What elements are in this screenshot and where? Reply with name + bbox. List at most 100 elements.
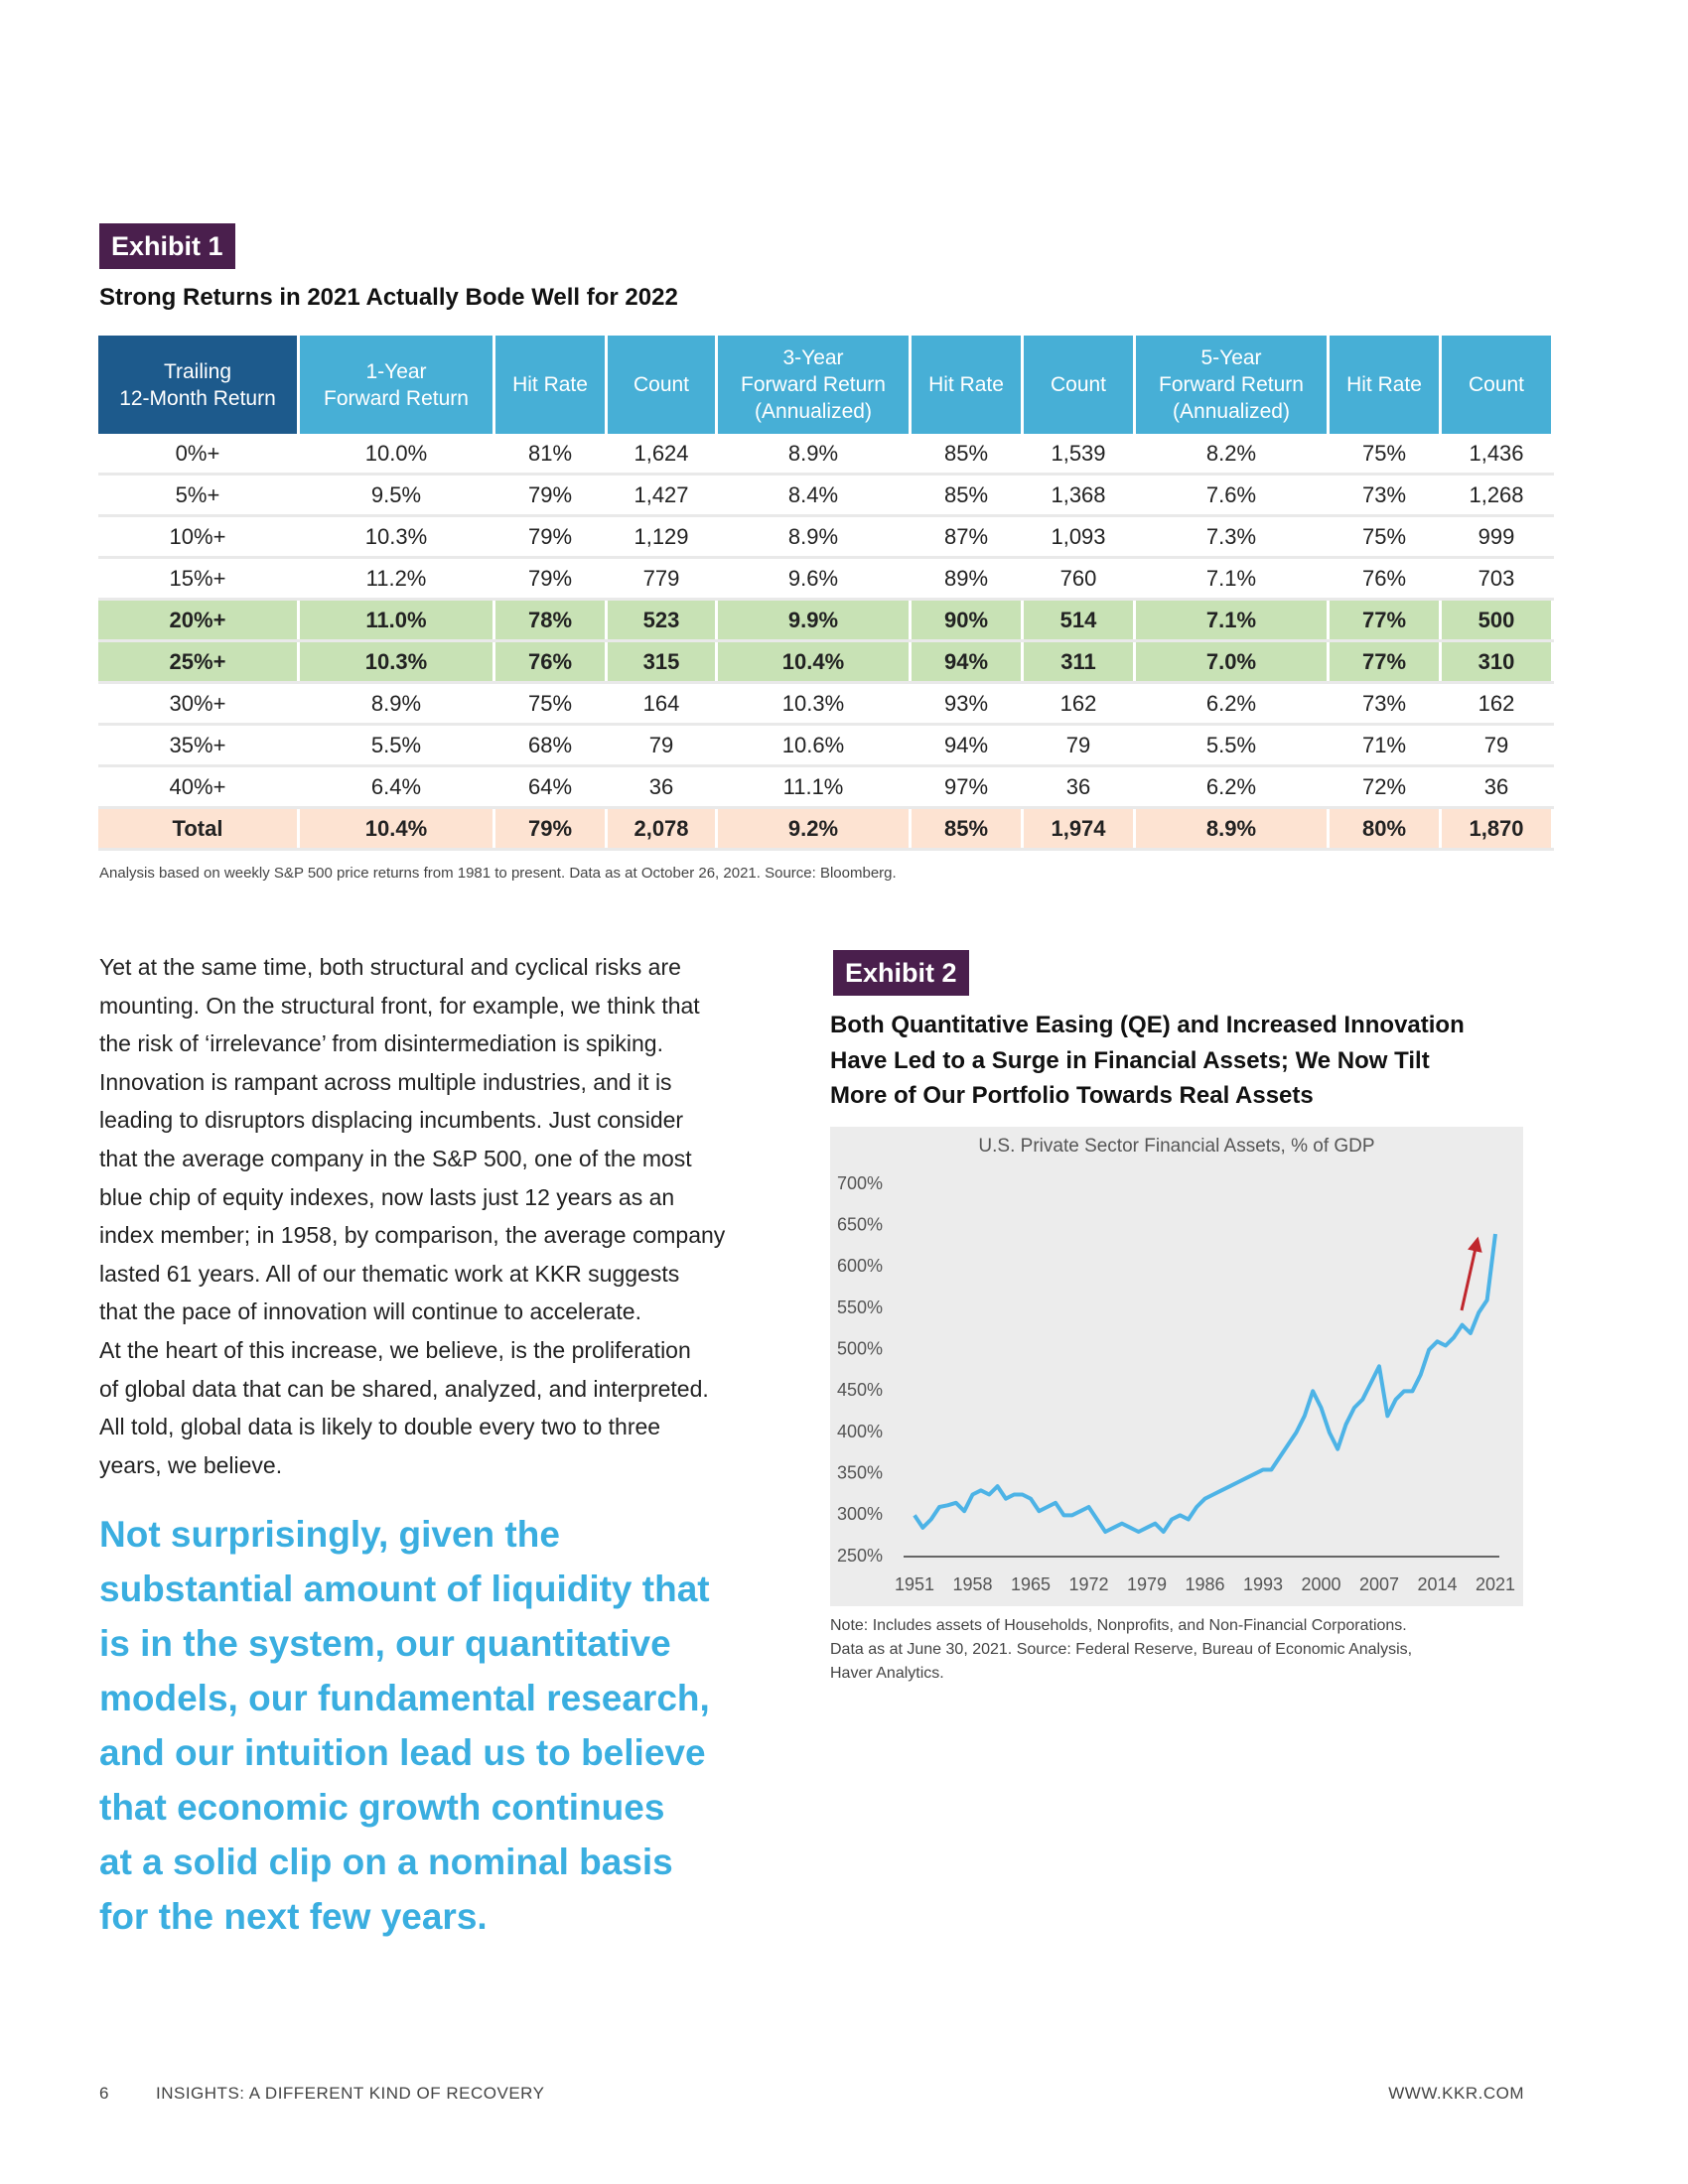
table-cell: 77% xyxy=(1328,599,1442,642)
table-cell: 15%+ xyxy=(98,557,300,601)
y-tick-label: 300% xyxy=(837,1504,883,1524)
note-line: Note: Includes assets of Households, Non… xyxy=(830,1617,1407,1634)
table-cell: 79% xyxy=(493,807,608,851)
table-cell: 80% xyxy=(1328,807,1442,851)
table-cell: 9.5% xyxy=(298,474,495,517)
exhibit-title: Both Quantitative Easing (QE) and Increa… xyxy=(830,1008,1465,1114)
table-cell: 8.9% xyxy=(716,515,912,559)
y-tick-label: 550% xyxy=(837,1297,883,1317)
chart-title: U.S. Private Sector Financial Assets, % … xyxy=(978,1136,1374,1157)
exhibit-title-line: More of Our Portfolio Towards Real Asset… xyxy=(830,1082,1314,1109)
table-cell: 72% xyxy=(1328,765,1442,809)
table-cell: 30%+ xyxy=(98,682,300,726)
table-cell: 90% xyxy=(910,599,1024,642)
table-cell: 1,268 xyxy=(1440,474,1554,517)
table-cell: 89% xyxy=(910,557,1024,601)
table-cell: 5%+ xyxy=(98,474,300,517)
table-row: 10%+ 10.3% 79% 1,129 8.9% 87% 1,093 7.3% 75% 999 xyxy=(98,515,1554,559)
pull-quote-line: is in the system, our quantitative xyxy=(99,1623,671,1664)
header-line: Hit Rate xyxy=(1346,373,1422,396)
table-cell: 77% xyxy=(1328,640,1442,684)
table-cell: 9.2% xyxy=(716,807,912,851)
y-tick-label: 500% xyxy=(837,1338,883,1358)
table-cell: 10.0% xyxy=(298,434,495,476)
table-cell: 164 xyxy=(606,682,718,726)
table-cell: 36 xyxy=(1022,765,1136,809)
table-cell: 85% xyxy=(910,807,1024,851)
table-cell: 68% xyxy=(493,724,608,767)
table-cell: 514 xyxy=(1022,599,1136,642)
header-line: Forward Return xyxy=(324,386,469,410)
table-cell: 94% xyxy=(910,640,1024,684)
pull-quote-line: for the next few years. xyxy=(99,1896,488,1937)
data-line xyxy=(913,1233,1497,1534)
footer-url: WWW.KKR.COM xyxy=(1388,2084,1524,2103)
column-header: 5-Year Forward Return (Annualized) xyxy=(1134,336,1330,434)
table-cell: 6.4% xyxy=(298,765,495,809)
x-tick-label: 2014 xyxy=(1417,1574,1457,1594)
table-cell: 79% xyxy=(493,474,608,517)
table-cell: 7.1% xyxy=(1134,599,1330,642)
table-cell: 36 xyxy=(1440,765,1554,809)
table-cell: 10%+ xyxy=(98,515,300,559)
x-tick-label: 1979 xyxy=(1127,1574,1167,1594)
body-line: of global data that can be shared, analy… xyxy=(99,1375,709,1402)
pull-quote-line: at a solid clip on a nominal basis xyxy=(99,1842,673,1882)
table-row: 40%+ 6.4% 64% 36 11.1% 97% 36 6.2% 72% 36 xyxy=(98,765,1554,809)
exhibit-title: Strong Returns in 2021 Actually Bode Wel… xyxy=(99,284,678,311)
table-cell: 0%+ xyxy=(98,434,300,476)
table-cell: 73% xyxy=(1328,474,1442,517)
x-tick-label: 1958 xyxy=(952,1574,992,1594)
column-header: Trailing 12-Month Return xyxy=(98,336,300,434)
pull-quote-line: models, our fundamental research, xyxy=(99,1678,710,1718)
column-header: 1-Year Forward Return xyxy=(298,336,495,434)
chart-background xyxy=(830,1127,1523,1606)
table-cell: 6.2% xyxy=(1134,765,1330,809)
table-cell: 71% xyxy=(1328,724,1442,767)
header-line: 3-Year xyxy=(782,346,844,369)
x-tick-label: 1972 xyxy=(1068,1574,1108,1594)
header-line: (Annualized) xyxy=(755,400,872,423)
footer-title: INSIGHTS: A DIFFERENT KIND OF RECOVERY xyxy=(156,2084,545,2103)
note-line: Data as at June 30, 2021. Source: Federa… xyxy=(830,1641,1413,1658)
x-tick-label: 1986 xyxy=(1185,1574,1224,1594)
header-line: 5-Year xyxy=(1200,346,1262,369)
table-cell: 2,078 xyxy=(606,807,718,851)
table-note: Analysis based on weekly S&P 500 price r… xyxy=(99,865,897,882)
exhibit-label: Exhibit 2 xyxy=(833,950,969,996)
x-tick-label: 1965 xyxy=(1011,1574,1051,1594)
table-cell: 10.3% xyxy=(298,515,495,559)
body-line: blue chip of equity indexes, now lasts j… xyxy=(99,1183,675,1210)
returns-table: Trailing 12-Month Return 1-Year Forward Ret… xyxy=(98,336,1554,851)
x-tick-label: 1951 xyxy=(895,1574,934,1594)
header-line: Count xyxy=(1468,373,1525,396)
x-tick-label: 1993 xyxy=(1243,1574,1283,1594)
table-cell: 78% xyxy=(493,599,608,642)
x-tick-label: 2007 xyxy=(1359,1574,1399,1594)
y-tick-label: 350% xyxy=(837,1462,883,1482)
table-cell: 10.3% xyxy=(298,640,495,684)
exhibit-title-line: Both Quantitative Easing (QE) and Increa… xyxy=(830,1012,1465,1038)
table-cell: 1,129 xyxy=(606,515,718,559)
body-line: Innovation is rampant across multiple in… xyxy=(99,1068,672,1095)
table-row: 0%+ 10.0% 81% 1,624 8.9% 85% 1,539 8.2% 75% 1,436 xyxy=(98,434,1554,476)
x-tick-label: 2021 xyxy=(1476,1574,1515,1594)
header-line: Count xyxy=(633,373,690,396)
table-cell: 1,974 xyxy=(1022,807,1136,851)
table-cell: 79 xyxy=(1440,724,1554,767)
note-line: Haver Analytics. xyxy=(830,1665,944,1682)
y-tick-label: 700% xyxy=(837,1173,883,1193)
column-header: Hit Rate xyxy=(1328,336,1442,434)
x-tick-label: 2000 xyxy=(1301,1574,1340,1594)
column-header: 3-Year Forward Return (Annualized) xyxy=(716,336,912,434)
table-cell: 1,539 xyxy=(1022,434,1136,476)
exhibit-label: Exhibit 1 xyxy=(99,223,235,269)
table-cell: 93% xyxy=(910,682,1024,726)
pull-quote: Not surprisingly, given the substantial a… xyxy=(99,1507,710,1944)
table-cell: 87% xyxy=(910,515,1024,559)
table-cell: 11.0% xyxy=(298,599,495,642)
table-wrap: Trailing 12-Month Return 1-Year Forward Ret… xyxy=(98,336,1554,851)
table-cell: 1,436 xyxy=(1440,434,1554,476)
table-cell: 85% xyxy=(910,434,1024,476)
